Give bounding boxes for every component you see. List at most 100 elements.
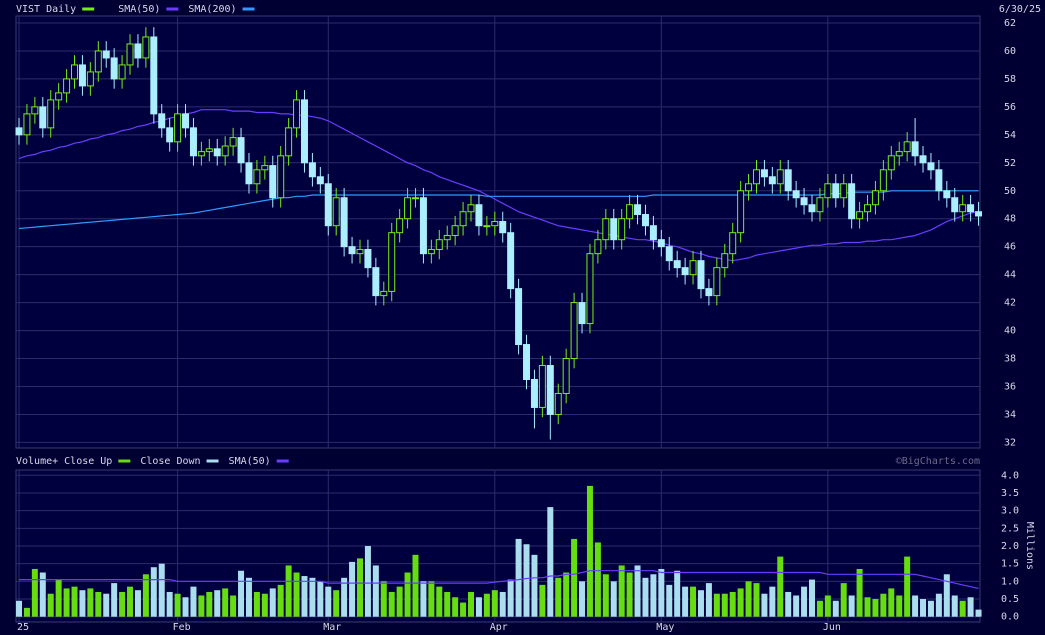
candle-body [451, 225, 459, 236]
candle-body [23, 113, 31, 136]
candle-body [903, 141, 911, 153]
candle-body [721, 253, 729, 269]
candle-body [515, 288, 523, 346]
volume-bar [23, 607, 30, 617]
volume-bar [95, 591, 102, 617]
volume-bar [214, 590, 221, 617]
volume-bar [87, 588, 94, 617]
candle-body [713, 267, 721, 297]
candle-body [86, 71, 94, 87]
candle-body [213, 148, 221, 157]
candle-body [554, 392, 562, 415]
volume-bar [594, 542, 601, 617]
candle-body [356, 248, 364, 255]
candle-body [824, 183, 832, 199]
candle-body [871, 190, 879, 206]
candle-body [792, 190, 800, 199]
x-tick-label: Apr [490, 622, 508, 633]
legend-label: Close Down [140, 456, 200, 467]
candle-body [626, 204, 634, 220]
volume-bar [816, 600, 823, 617]
volume-bar [245, 577, 252, 617]
volume-title: Volume+ [16, 456, 58, 467]
volume-bar [468, 591, 475, 617]
candle-body [197, 151, 205, 157]
volume-bar [174, 593, 181, 617]
candle-body [768, 176, 776, 185]
volume-bar [420, 581, 427, 617]
y-tick-label: 2.0 [1001, 541, 1019, 552]
volume-bar [388, 591, 395, 617]
volume-bar [134, 590, 141, 617]
candle-body [618, 218, 626, 241]
candle-body [483, 225, 491, 228]
volume-bar [539, 584, 546, 617]
volume-bar [602, 574, 609, 617]
volume-bar [507, 579, 514, 617]
candle-body [443, 234, 451, 241]
volume-bar [293, 572, 300, 617]
y-tick-label: 58 [1004, 74, 1016, 85]
volume-bar [896, 595, 903, 617]
legend-label: SMA(200) [188, 4, 236, 15]
volume-bar [864, 597, 871, 617]
candle-body [364, 248, 372, 269]
volume-bar [523, 544, 530, 617]
volume-bar [325, 586, 332, 617]
candle-body [975, 211, 983, 217]
candle-body [39, 106, 47, 129]
legend-label: SMA(50) [229, 456, 271, 467]
volume-bar [111, 583, 118, 617]
volume-bar [793, 595, 800, 617]
volume-bar [452, 597, 459, 617]
candle-body [404, 197, 412, 220]
candle-body [760, 169, 768, 178]
candle-body [293, 99, 301, 129]
candle-body [705, 288, 713, 297]
volume-bar [824, 595, 831, 617]
volume-bar [579, 581, 586, 617]
candle-body [221, 145, 229, 157]
sma-line [18, 190, 979, 230]
candle-body [665, 246, 673, 262]
candle-body [388, 232, 396, 292]
volume-bar [872, 599, 879, 617]
volume-bar [737, 588, 744, 617]
volume-bar [912, 595, 919, 617]
candle-body [879, 169, 887, 192]
candle-body [55, 92, 63, 101]
y-tick-label: 62 [1004, 18, 1016, 29]
volume-bar [182, 597, 189, 617]
candle-body [459, 211, 467, 227]
candle-body [538, 365, 546, 408]
volume-bar [142, 574, 149, 617]
volume-bar [396, 586, 403, 617]
volume-bar [666, 584, 673, 617]
candle-body [634, 204, 642, 216]
candle-body [951, 197, 959, 213]
credit: ©BigCharts.com [896, 456, 980, 467]
volume-bar [222, 588, 229, 617]
candle-body [134, 43, 142, 59]
candle-body [475, 204, 483, 227]
y-tick-label: 4.0 [1001, 470, 1019, 481]
date-label: 6/30/25 [999, 4, 1041, 15]
volume-bar [460, 602, 467, 617]
volume-bar [705, 583, 712, 617]
volume-bar [63, 588, 70, 617]
candle-body [166, 127, 174, 143]
volume-bar [79, 590, 86, 617]
volume-bar [856, 568, 863, 617]
volume-bar [301, 576, 308, 617]
volume-bar [39, 572, 46, 617]
candle-body [110, 57, 118, 80]
y-tick-label: 0.5 [1001, 594, 1019, 605]
candle-body [340, 197, 348, 248]
candle-body [189, 127, 197, 157]
candle-body [784, 169, 792, 192]
volume-bar [634, 565, 641, 617]
volume-bar [285, 565, 292, 617]
volume-bar [475, 597, 482, 617]
y-tick-label: 38 [1004, 354, 1016, 365]
candle-body [864, 204, 872, 213]
